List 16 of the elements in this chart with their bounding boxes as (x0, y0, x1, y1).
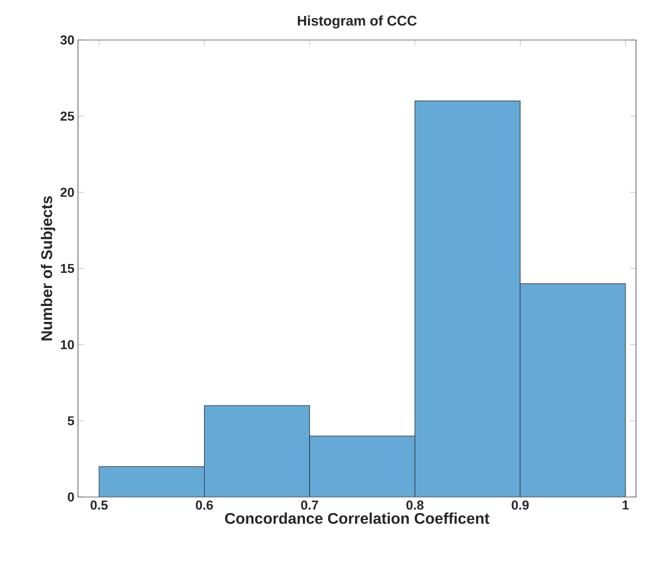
y-tick-label: 10 (60, 340, 74, 350)
x-tick-label: 0.5 (90, 500, 108, 510)
x-axis-title: Concordance Correlation Coefficent (225, 512, 490, 524)
x-tick-label: 0.7 (301, 500, 318, 510)
y-tick-label: 5 (68, 416, 74, 426)
x-tick-label: 0.6 (196, 500, 213, 510)
y-tick-label: 0 (68, 492, 74, 502)
chart-title: Histogram of CCC (298, 15, 417, 28)
x-tick-label: 0.8 (406, 500, 424, 510)
x-tick-label: 0.9 (512, 500, 529, 510)
y-tick-label: 15 (60, 264, 74, 274)
y-tick-label: 25 (60, 112, 74, 121)
y-tick-label: 20 (60, 188, 74, 197)
y-axis-title: Number of Subjects (40, 196, 56, 340)
y-tick-label: 30 (60, 35, 74, 45)
x-tick-label: 1 (622, 500, 629, 510)
